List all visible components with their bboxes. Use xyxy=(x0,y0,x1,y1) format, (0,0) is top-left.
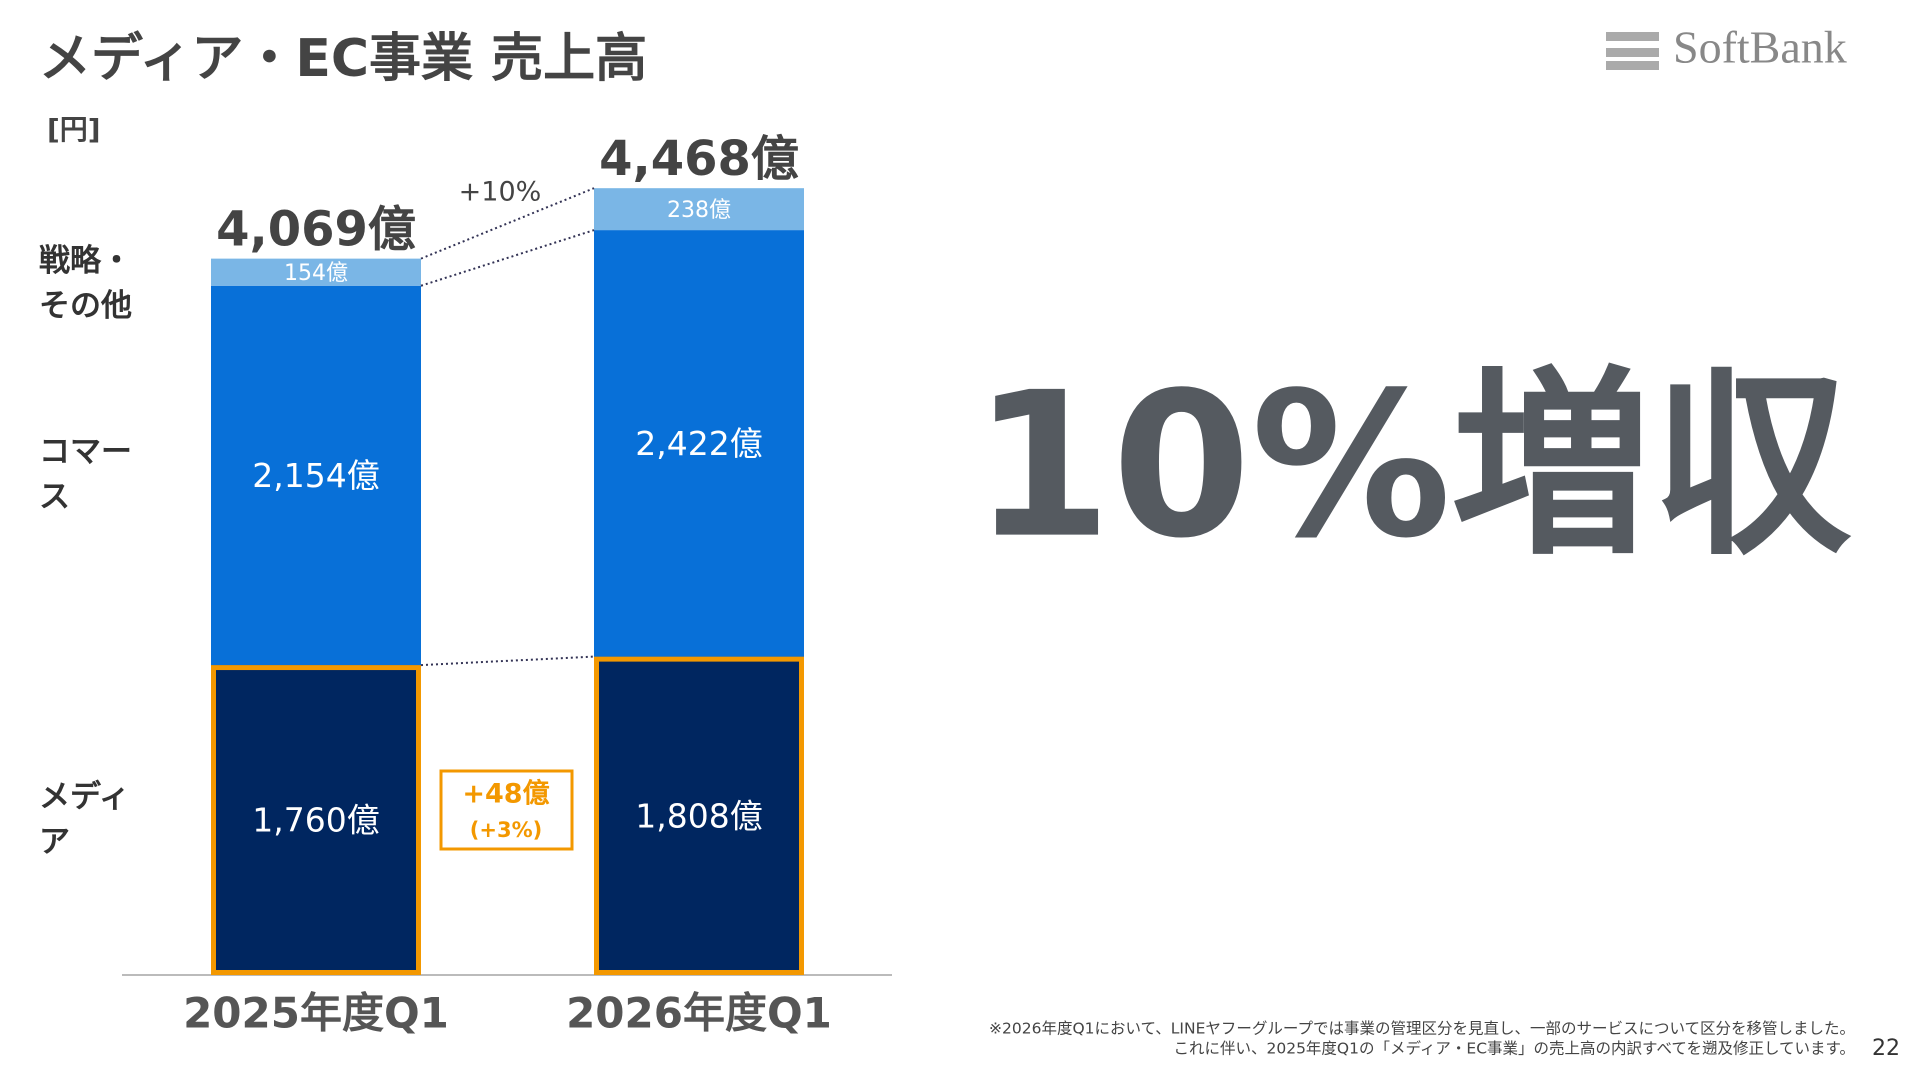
bar-segment xyxy=(594,188,804,231)
total-label: 4,468億 xyxy=(599,131,799,187)
bar-segment xyxy=(211,285,421,666)
bar-segment xyxy=(594,656,804,975)
value-label: 2,154億 xyxy=(252,456,379,495)
highlight-frame xyxy=(211,665,421,976)
value-label: 1,760億 xyxy=(252,801,379,840)
logo-bar xyxy=(1606,32,1659,41)
bar-segment xyxy=(211,665,421,975)
value-label: 1,808億 xyxy=(635,796,762,835)
delta-label: +48億 xyxy=(462,779,549,810)
footnote: ※2026年度Q1において、LINEヤフーグループでは事業の管理区分を見直し、一… xyxy=(989,1020,1855,1038)
footnote: これに伴い、2025年度Q1の「メディア・EC事業」の売上高の内訳すべてを遡及修… xyxy=(1173,1039,1855,1058)
bar-segment xyxy=(594,230,804,657)
connector xyxy=(420,229,595,287)
page-number: 22 xyxy=(1872,1036,1900,1061)
total-label: 4,069億 xyxy=(216,201,416,257)
title: メディア・EC事業 売上高 xyxy=(39,29,647,89)
series-label: 戦略・その他 xyxy=(39,243,132,325)
growth-label: +10% xyxy=(459,177,542,208)
delta-pct-label: (+3%) xyxy=(470,818,542,842)
value-label: 238億 xyxy=(667,198,731,223)
bar-segment xyxy=(211,258,421,286)
connector xyxy=(420,187,595,260)
x-tick-label: 2026年度Q1 xyxy=(566,989,832,1038)
delta-box xyxy=(439,769,574,851)
series-label: コマース xyxy=(39,434,132,516)
highlight-frame xyxy=(594,656,804,975)
series-label: メディア xyxy=(39,779,130,861)
value-label: 154億 xyxy=(284,261,348,286)
x-tick-label: 2025年度Q1 xyxy=(183,989,449,1038)
logo: SoftBank xyxy=(1673,22,1847,73)
logo-bar xyxy=(1606,61,1659,70)
unit: [円] xyxy=(47,113,101,146)
value-label: 2,422億 xyxy=(635,424,762,463)
logo-bar xyxy=(1606,48,1659,57)
connector xyxy=(420,655,595,667)
headline: 10%増収 xyxy=(973,350,1852,583)
